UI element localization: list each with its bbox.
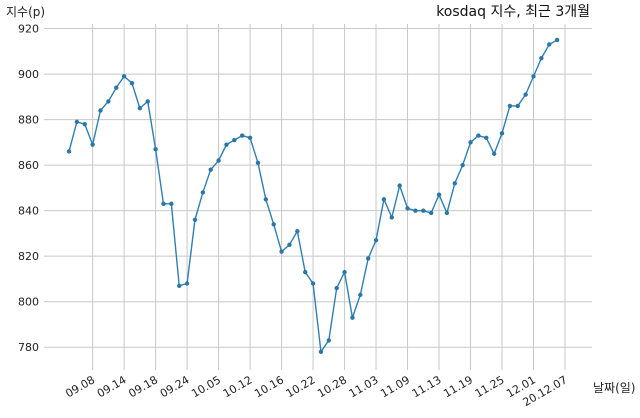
x-tick-label-09.14: 09.14 [95, 373, 129, 400]
data-point-27 [279, 249, 284, 254]
data-point-41 [389, 215, 394, 220]
data-point-35 [342, 269, 347, 275]
data-point-1 [74, 119, 80, 125]
data-point-32 [318, 349, 324, 354]
data-point-5 [106, 99, 111, 104]
data-point-42 [397, 183, 402, 188]
data-point-60 [539, 55, 544, 61]
x-tick-label-11.09: 11.09 [378, 373, 412, 400]
y-axis-label: 지수(p) [6, 5, 45, 19]
data-point-11 [153, 146, 158, 152]
data-point-14 [177, 283, 182, 288]
data-point-43 [405, 206, 410, 211]
data-point-48 [444, 210, 450, 216]
data-point-3 [90, 142, 95, 147]
data-point-20 [224, 142, 229, 147]
x-tick-label-10.16: 10.16 [252, 373, 286, 400]
data-point-59 [531, 74, 536, 79]
data-point-38 [365, 256, 371, 261]
x-tick-label-10.12: 10.12 [221, 373, 255, 400]
data-point-39 [373, 238, 379, 243]
y-tick-label-860: 860 [18, 159, 39, 172]
data-point-24 [255, 160, 261, 166]
data-point-29 [295, 228, 300, 234]
data-point-0 [66, 149, 72, 154]
data-point-50 [460, 162, 465, 168]
data-point-40 [381, 197, 387, 202]
y-gridlines [44, 28, 592, 348]
data-point-51 [468, 140, 473, 145]
y-tick-label-840: 840 [18, 205, 39, 218]
x-tick-label-10.22: 10.22 [284, 373, 318, 400]
x-tick-label-11.13: 11.13 [410, 373, 444, 400]
data-point-26 [271, 222, 276, 227]
x-axis-label: 날짜(일) [593, 381, 635, 395]
data-point-19 [216, 158, 221, 163]
data-point-30 [302, 269, 308, 275]
data-point-37 [358, 292, 363, 298]
x-tick-label-11.19: 11.19 [441, 373, 475, 400]
data-point-45 [421, 208, 426, 213]
series-group [66, 37, 560, 354]
data-point-9 [137, 106, 143, 111]
data-point-46 [428, 210, 434, 216]
data-point-62 [554, 37, 560, 43]
y-tick-label-900: 900 [18, 68, 39, 81]
y-tick-label-820: 820 [18, 250, 39, 263]
data-point-12 [161, 201, 166, 207]
data-point-15 [184, 281, 190, 286]
data-point-13 [169, 201, 174, 207]
data-point-52 [476, 133, 481, 138]
x-tick-label-10.28: 10.28 [315, 373, 349, 400]
x-tick-label-09.08: 09.08 [63, 373, 97, 400]
x-tick-label-10.05: 10.05 [189, 373, 223, 400]
data-point-10 [145, 99, 150, 104]
data-point-55 [499, 131, 505, 136]
data-point-44 [413, 208, 418, 213]
data-point-56 [507, 103, 513, 109]
y-tick-label-880: 880 [18, 114, 39, 127]
data-point-23 [247, 135, 253, 141]
y-tick-label-800: 800 [18, 296, 39, 309]
y-tick-label-780: 780 [18, 341, 39, 354]
data-point-4 [98, 108, 103, 113]
data-point-8 [129, 80, 135, 86]
data-point-36 [350, 315, 355, 320]
x-gridlines [92, 24, 566, 370]
data-point-28 [287, 242, 292, 248]
data-point-57 [515, 103, 520, 109]
data-point-2 [82, 121, 87, 127]
x-tick-labels: 09.0809.1409.1809.2410.0510.1210.1610.22… [63, 373, 569, 409]
data-point-17 [200, 190, 206, 195]
y-tick-labels: 780 800 820 840 860 880 900 920 [18, 23, 39, 355]
data-point-54 [491, 151, 497, 156]
data-point-47 [436, 192, 442, 197]
y-tick-label-920: 920 [18, 23, 39, 36]
data-point-7 [121, 74, 127, 79]
data-point-21 [232, 137, 237, 143]
data-point-34 [334, 285, 339, 291]
data-point-61 [547, 42, 552, 47]
data-point-22 [240, 133, 245, 138]
data-point-58 [523, 92, 528, 97]
data-point-16 [192, 217, 198, 222]
data-point-53 [484, 135, 489, 141]
data-point-18 [208, 167, 213, 172]
chart-title: kosdaq 지수, 최근 3개월 [436, 4, 590, 20]
data-point-25 [263, 197, 269, 202]
x-tick-label-11.25: 11.25 [473, 373, 507, 400]
data-point-49 [452, 181, 457, 186]
data-point-6 [114, 85, 119, 90]
x-tick-label-11.03: 11.03 [347, 373, 381, 400]
data-point-31 [310, 281, 316, 286]
x-tick-label-09.18: 09.18 [126, 373, 160, 400]
data-point-33 [326, 338, 332, 343]
x-tick-label-09.24: 09.24 [158, 373, 192, 400]
